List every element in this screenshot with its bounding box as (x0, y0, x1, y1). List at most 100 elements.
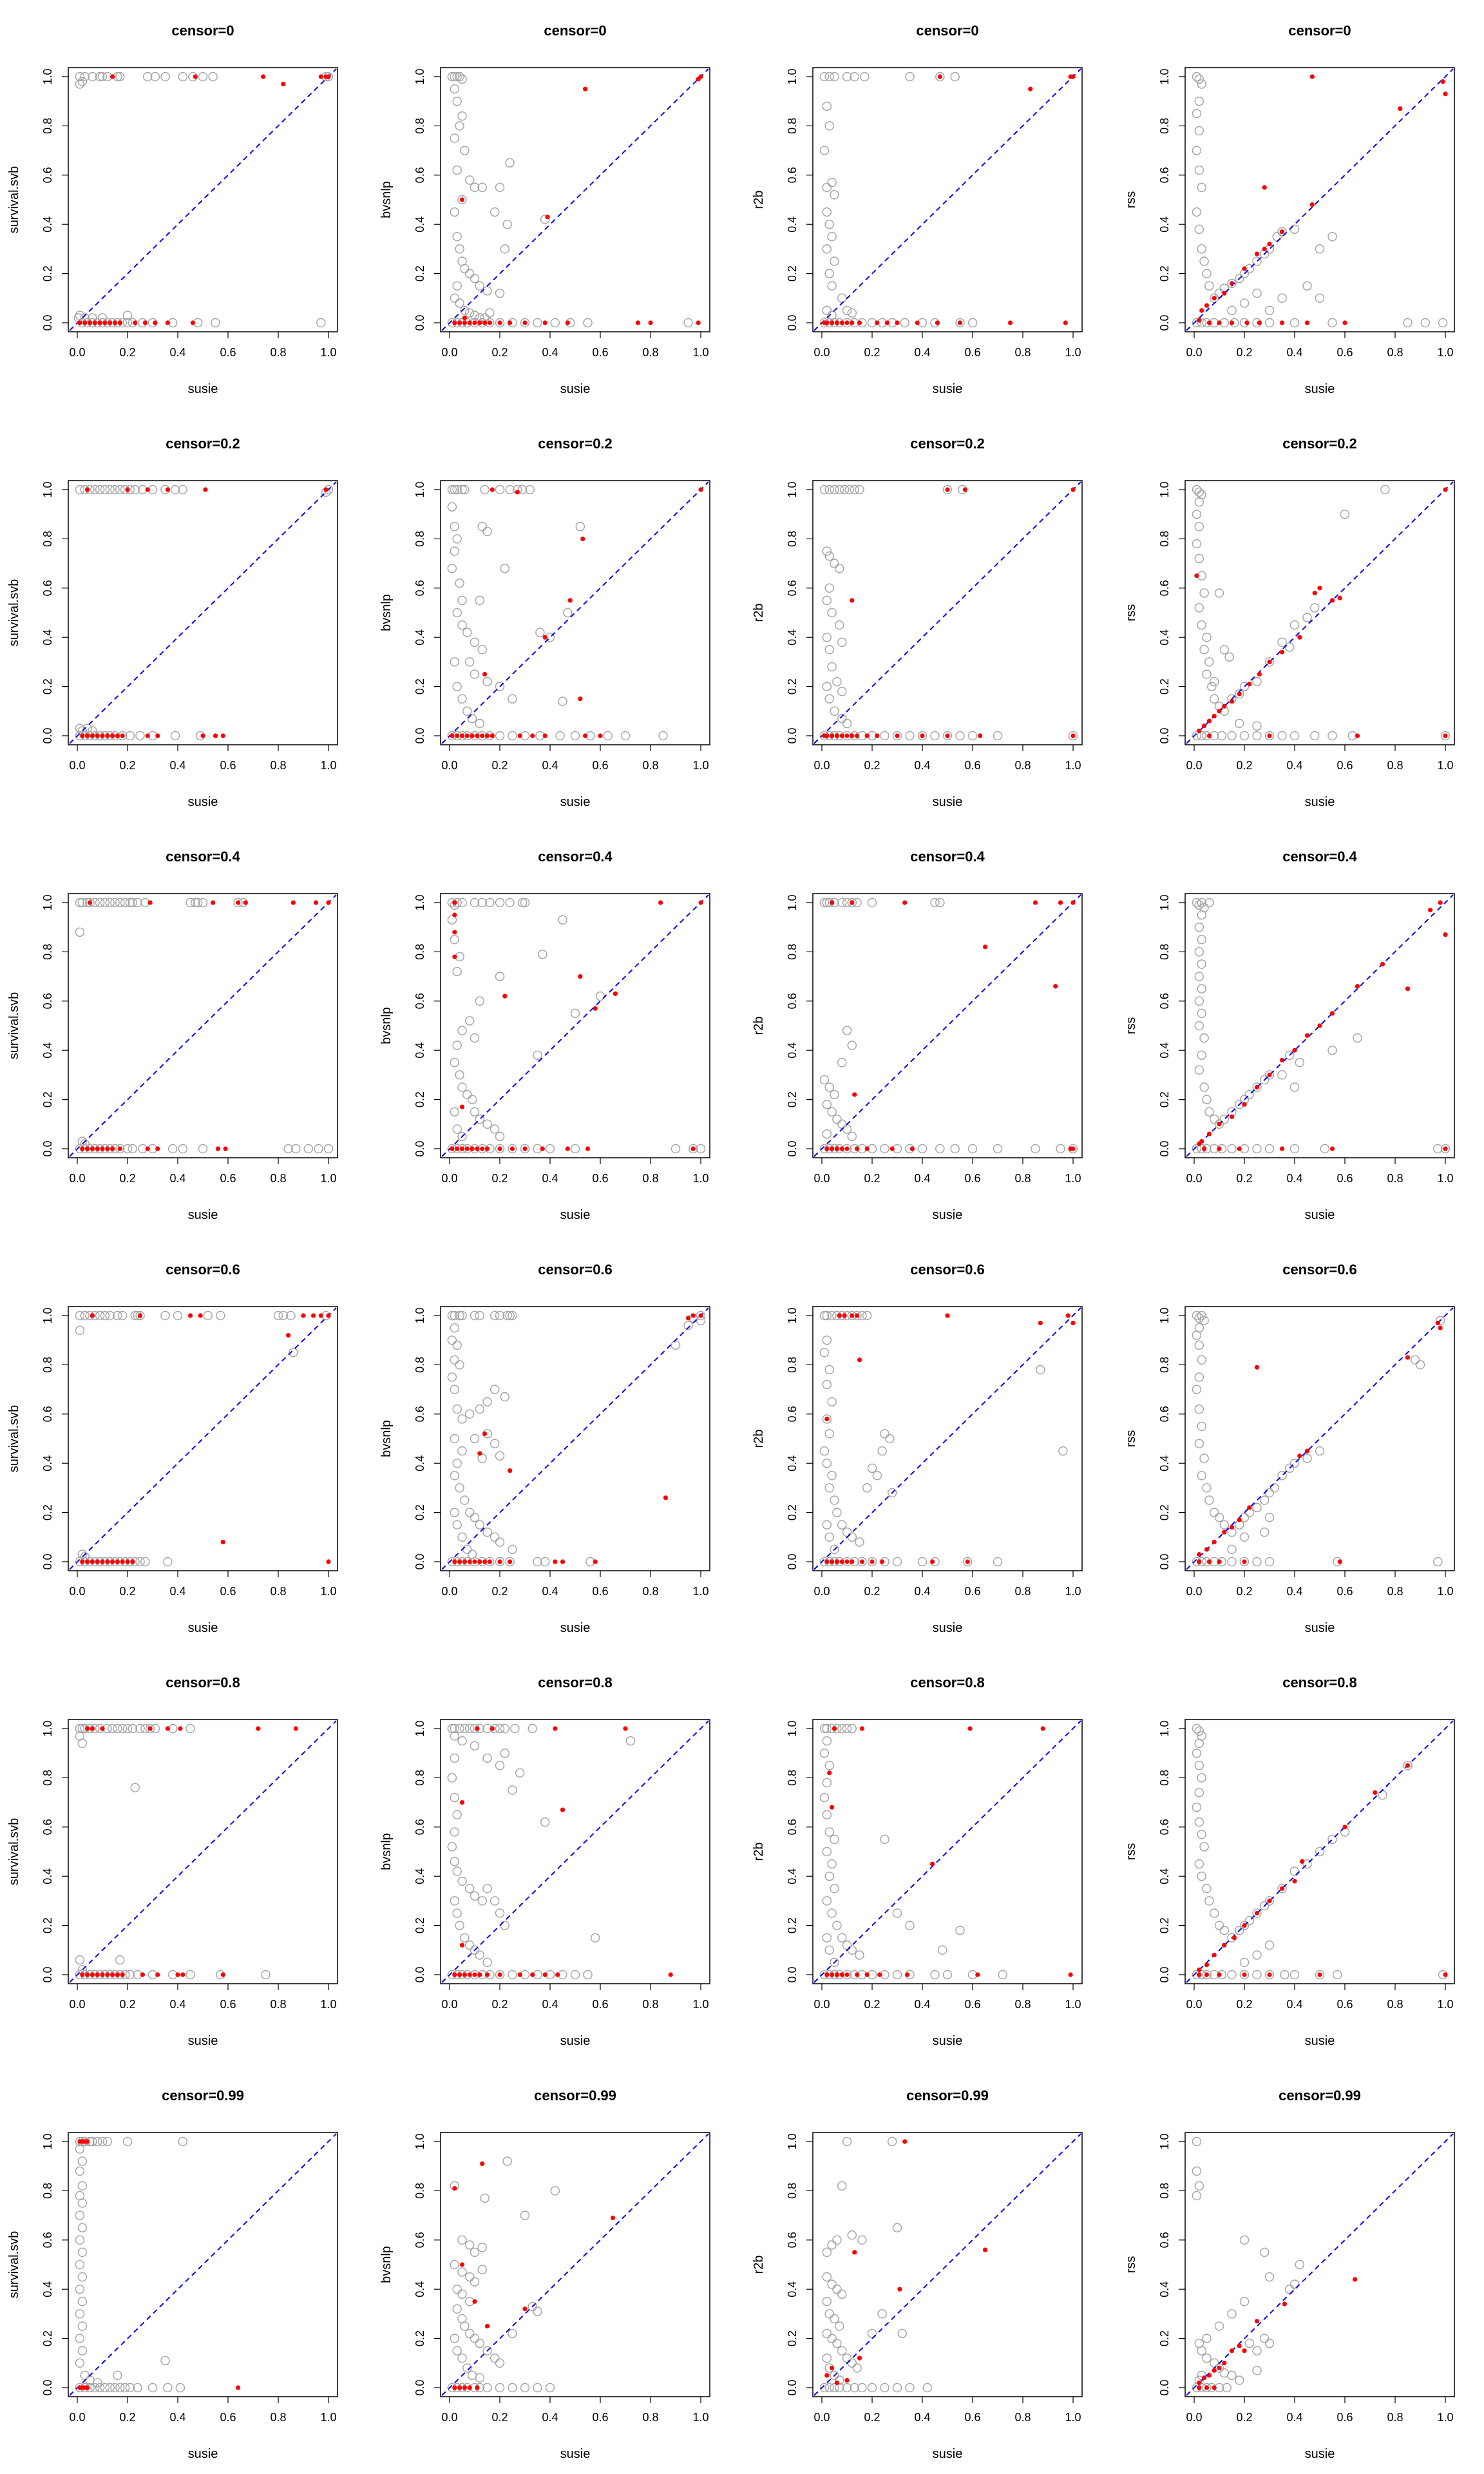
y-axis-label: r2b (752, 191, 766, 209)
x-tick-label: 0.4 (542, 2411, 558, 2424)
y-tick-label: 0.4 (1158, 216, 1171, 233)
x-tick-label: 0.2 (119, 1998, 135, 2011)
null-point (830, 1495, 839, 1505)
causal-point (1279, 1146, 1285, 1151)
null-point (515, 1768, 525, 1778)
null-point (495, 318, 505, 328)
null-point (1194, 224, 1204, 235)
null-point (1217, 731, 1227, 741)
panel-title: censor=0 (1288, 23, 1351, 39)
causal-point (945, 733, 950, 738)
y-tick-label: 1.0 (414, 894, 426, 910)
y-tick-label: 0.6 (414, 1406, 426, 1422)
null-point (1277, 1471, 1287, 1481)
causal-point (1212, 2385, 1217, 2390)
scatter-panel: censor=0.990.00.00.20.20.40.40.60.60.80.… (752, 2087, 1083, 2461)
plot-frame (440, 2132, 710, 2397)
null-point (1264, 1557, 1275, 1567)
null-point (1199, 1316, 1209, 1325)
null-point (470, 182, 480, 193)
y-tick-label: 0.2 (414, 265, 426, 282)
null-point (110, 484, 120, 495)
null-point (824, 1761, 834, 1770)
causal-point (87, 900, 93, 905)
null-point (857, 1557, 867, 1567)
causal-point (165, 320, 170, 325)
x-tick-label: 0.4 (1286, 759, 1302, 772)
null-point (1227, 731, 1237, 741)
causal-point (293, 1726, 298, 1731)
x-tick-label: 1.0 (1437, 346, 1453, 359)
causal-point (482, 1559, 488, 1564)
null-point (1219, 645, 1230, 655)
null-point (452, 96, 462, 106)
null-point (1239, 1957, 1250, 1968)
null-point (1284, 1050, 1295, 1060)
x-tick-label: 0.2 (1236, 759, 1252, 772)
causal-point (1279, 229, 1285, 235)
null-point (470, 1310, 480, 1321)
null-point (450, 1723, 460, 1734)
null-point (186, 1723, 195, 1734)
null-point (822, 1099, 832, 1109)
y-tick-label: 0.2 (41, 1504, 54, 1520)
causal-point (1398, 106, 1403, 111)
causal-point (452, 2385, 457, 2390)
causal-point (105, 733, 110, 738)
null-point (500, 563, 510, 573)
causal-point (1204, 1547, 1210, 1552)
null-point (1194, 165, 1204, 175)
causal-point (178, 1726, 183, 1731)
x-tick-label: 0.8 (642, 1172, 658, 1185)
causal-point (1440, 79, 1445, 84)
y-tick-label: 1.0 (1158, 2133, 1171, 2149)
null-point (1309, 731, 1320, 741)
null-point (452, 1040, 462, 1050)
scatter-panel: censor=0.990.00.00.20.20.40.40.60.60.80.… (1124, 2087, 1455, 2461)
causal-point (1199, 308, 1204, 313)
null-point (842, 2136, 852, 2147)
x-tick-label: 0.4 (1286, 1172, 1302, 1185)
null-point (464, 1884, 475, 1894)
null-point (528, 2301, 537, 2312)
y-axis-label: rss (1124, 604, 1138, 622)
x-tick-label: 1.0 (692, 759, 709, 772)
null-point (464, 2328, 475, 2339)
causal-point (470, 733, 475, 738)
causal-point (1197, 1551, 1202, 1557)
null-point (475, 1950, 485, 1960)
panel-title: censor=0 (544, 23, 606, 39)
y-tick-label: 0.0 (41, 727, 54, 743)
causal-point (459, 1800, 465, 1805)
causal-point (140, 1972, 145, 1977)
x-tick-label: 0.6 (964, 759, 980, 772)
null-point (1194, 553, 1204, 564)
causal-point (1229, 698, 1235, 704)
null-point (1194, 1738, 1204, 1749)
causal-point (256, 1726, 261, 1731)
x-tick-label: 1.0 (1437, 2411, 1453, 2424)
y-tick-label: 1.0 (1158, 894, 1171, 910)
causal-point (830, 1972, 835, 1977)
causal-point (1204, 1972, 1210, 1977)
null-point (490, 1310, 500, 1321)
scatter-panel: censor=0.20.00.00.20.20.40.40.60.60.80.8… (7, 436, 338, 809)
null-point (135, 1310, 145, 1321)
null-point (95, 897, 105, 908)
null-point (186, 897, 195, 908)
null-point (830, 1544, 839, 1555)
y-tick-label: 0.8 (1158, 2183, 1171, 2199)
null-point (1264, 1896, 1275, 1906)
null-point (508, 2383, 517, 2393)
causal-point (1443, 733, 1448, 738)
null-point (470, 1512, 480, 1522)
y-tick-label: 0.6 (414, 167, 426, 183)
null-point (470, 1945, 480, 1955)
y-tick-label: 1.0 (41, 1307, 54, 1323)
null-point (115, 1144, 125, 1154)
null-point (495, 2383, 505, 2393)
null-point (533, 2383, 542, 2393)
null-point (75, 2259, 85, 2270)
null-point (482, 1957, 492, 1968)
x-tick-label: 0.6 (592, 2411, 608, 2424)
